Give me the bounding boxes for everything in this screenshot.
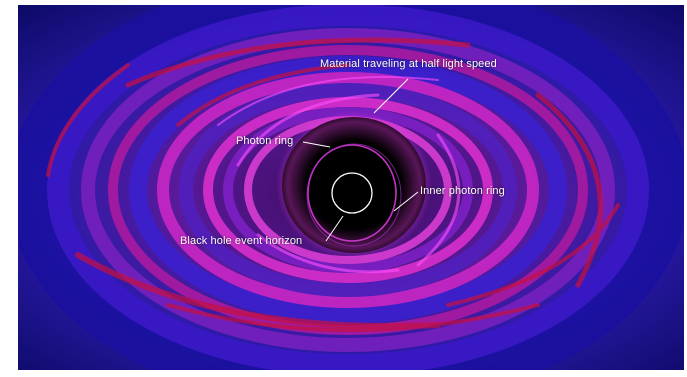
label-material-speed: Material traveling at half light speed [320,58,497,70]
accretion-disk-image [18,5,684,370]
label-photon-ring: Photon ring [236,135,294,147]
event-horizon-circle [331,172,373,214]
label-inner-photon-ring: Inner photon ring [420,185,505,197]
black-hole-visualization: Material traveling at half light speed P… [18,5,684,370]
label-event-horizon: Black hole event horizon [180,235,303,247]
